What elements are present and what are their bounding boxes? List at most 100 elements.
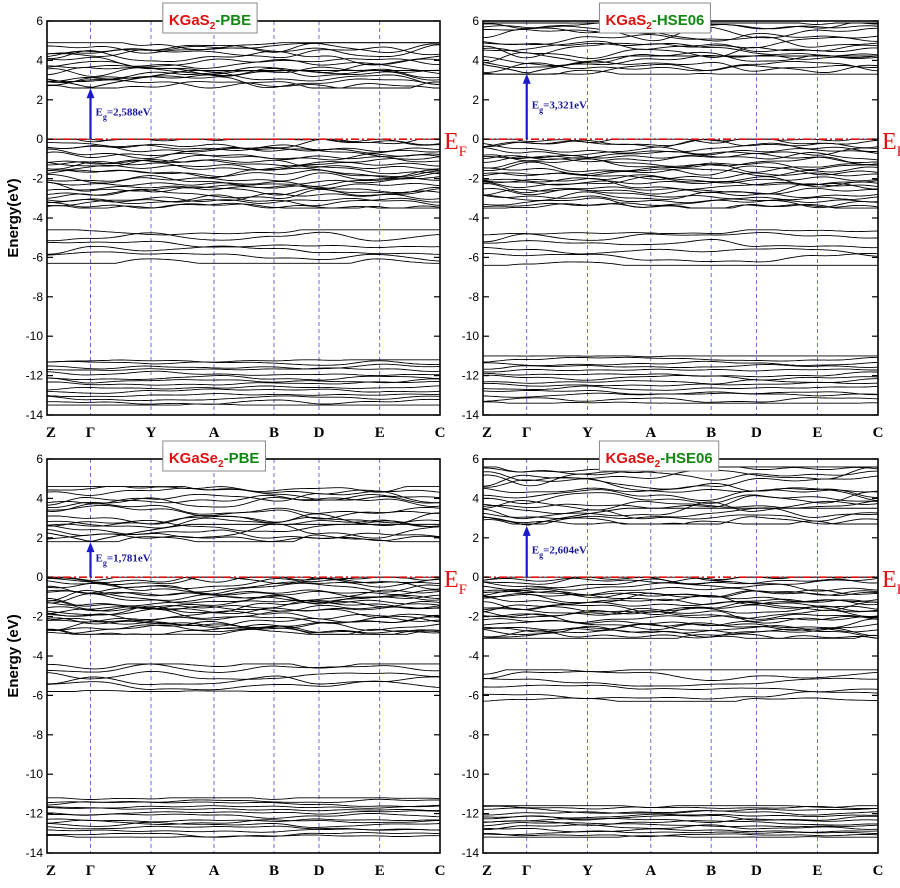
band-line [483, 166, 878, 177]
band-line [483, 232, 878, 243]
kpoint-label: Z [482, 863, 492, 879]
band-line [483, 669, 878, 675]
band-line [483, 54, 878, 66]
band-line [483, 586, 878, 596]
kpoint-label: D [314, 425, 325, 441]
band-line [47, 156, 440, 167]
band-line [47, 529, 440, 542]
band-line [47, 797, 440, 800]
band-line [47, 188, 440, 199]
band-line [47, 46, 440, 59]
band-line [47, 79, 440, 89]
band-line [483, 820, 878, 826]
y-axis-label: Energy(eV) [5, 178, 22, 257]
band-line [47, 56, 440, 68]
band-line [483, 197, 878, 209]
band-line [47, 258, 440, 264]
band-line [483, 378, 878, 385]
y-tick-label: -2 [468, 610, 479, 624]
kpoint-label: E [812, 425, 822, 441]
chart-panel-1: Eg=2,588eV 6 4 2 0 -2 -4 -6 -8 -10 -12 -14Z Γ Y A B D E C E… [5, 2, 467, 441]
band-line [483, 507, 878, 519]
y-tick-label: -8 [468, 728, 479, 742]
band-line [483, 368, 878, 373]
band-line [47, 819, 440, 825]
y-axis-label: Energy (eV) [5, 614, 22, 697]
band-line [47, 143, 440, 154]
band-line [483, 576, 878, 584]
y-tick-label: -12 [26, 807, 44, 821]
y-tick-label: 2 [472, 531, 479, 545]
y-tick-label: 4 [36, 53, 43, 67]
y-tick-label: -8 [32, 290, 43, 304]
band-line [483, 470, 878, 487]
band-line [483, 142, 878, 154]
y-tick-label: 0 [36, 570, 43, 584]
band-line [483, 671, 878, 681]
band-lines [47, 42, 440, 406]
kpoint-label: E [375, 863, 385, 879]
kpoint-label: Z [46, 425, 56, 441]
band-line [483, 364, 878, 370]
band-line [483, 194, 878, 204]
y-tick-label: -14 [462, 408, 480, 422]
y-tick-label: 0 [36, 132, 43, 146]
band-line [483, 810, 878, 816]
band-line [47, 604, 440, 614]
kpoint-label: A [209, 863, 220, 879]
band-line [47, 628, 440, 635]
band-gap-label: Eg=2,604eV [532, 545, 587, 560]
fermi-label: EF [444, 129, 467, 160]
y-tick-label: -12 [462, 369, 480, 383]
band-line [47, 395, 440, 402]
band-line [47, 186, 440, 196]
conduction-band-minimum [483, 55, 878, 74]
band-line [47, 497, 440, 509]
band-line [47, 360, 440, 366]
band-line [47, 377, 440, 384]
kpoint-label: E [812, 863, 822, 879]
y-tick-label: 6 [472, 452, 479, 466]
y-tick-label: -4 [32, 211, 43, 225]
band-line [47, 231, 440, 242]
y-tick-label: -14 [26, 408, 44, 422]
band-line [483, 832, 878, 837]
band-line [483, 618, 878, 631]
band-line [483, 60, 878, 73]
band-line [483, 824, 878, 831]
title-text: KGaS2-HSE06 [605, 12, 704, 32]
kpoint-label: Y [582, 425, 593, 441]
conduction-band-minimum [47, 523, 440, 542]
band-line [483, 60, 878, 72]
y-tick-label: -6 [468, 250, 479, 264]
y-tick-label: 4 [36, 491, 43, 505]
band-line [47, 42, 440, 51]
band-line [47, 675, 440, 686]
band-line [483, 28, 878, 42]
band-gap-label: Eg=1,781eV [96, 553, 151, 568]
band-line [47, 75, 440, 89]
band-line [483, 152, 878, 163]
y-tick-label: -2 [468, 172, 479, 186]
kpoint-label: B [269, 425, 279, 441]
band-line [483, 622, 878, 633]
band-line [47, 578, 440, 590]
kpoint-label: Z [46, 863, 56, 879]
band-line [47, 801, 440, 808]
band-line [47, 359, 440, 363]
fermi-label: EF [882, 567, 900, 598]
gap-arrow-head [86, 542, 95, 553]
band-line [47, 398, 440, 405]
band-line [483, 246, 878, 257]
band-line [47, 393, 440, 398]
y-tick-label: 0 [472, 132, 479, 146]
band-line [47, 589, 440, 597]
band-line [483, 592, 878, 606]
band-line [47, 616, 440, 630]
band-line [47, 486, 440, 495]
band-line [47, 159, 440, 170]
band-lines [47, 486, 440, 838]
band-line [47, 810, 440, 816]
title-text: KGaSe2-HSE06 [605, 450, 712, 470]
band-line [47, 375, 440, 381]
